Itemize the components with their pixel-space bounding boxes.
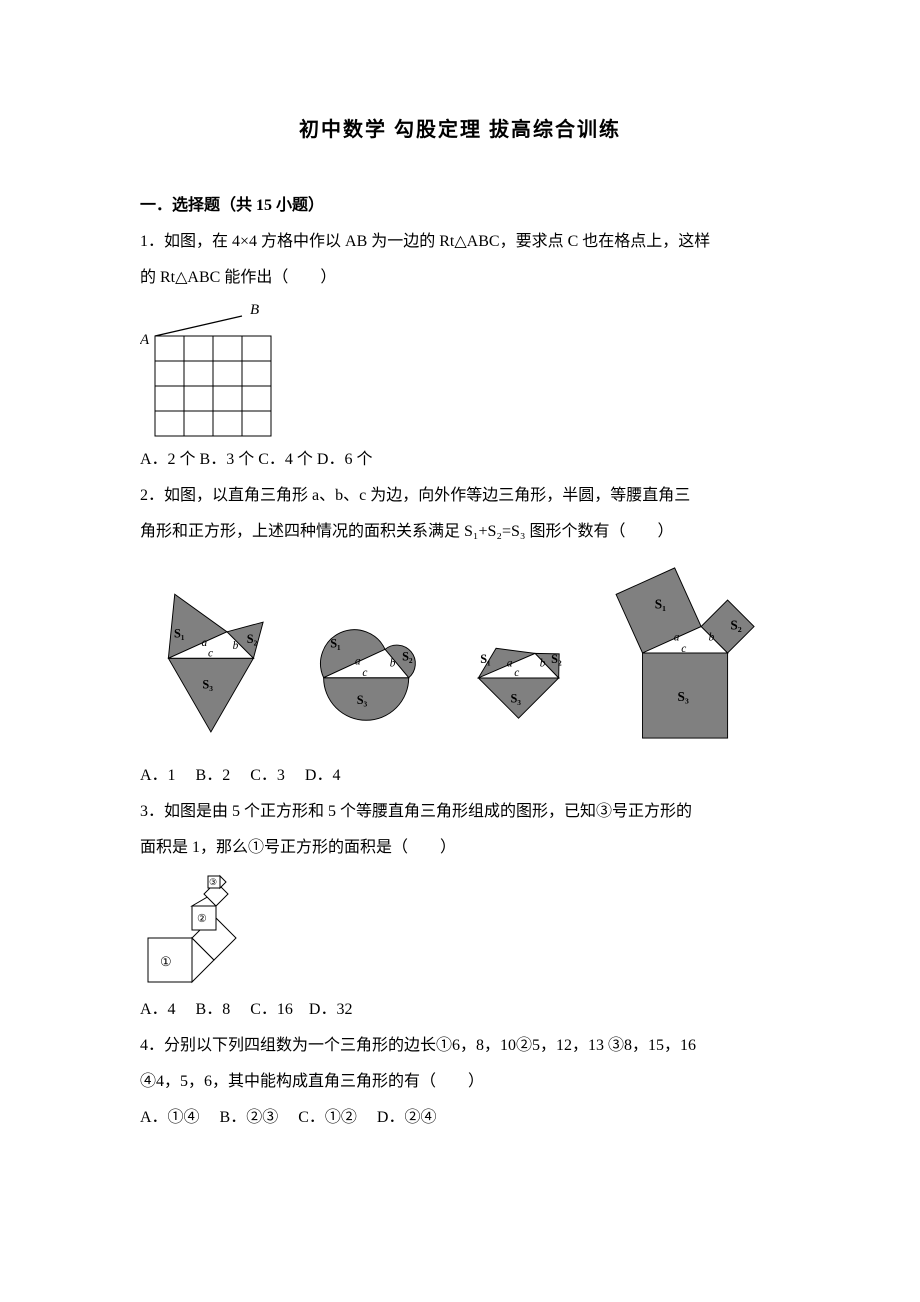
q2-fig1: S₁ S₂ S₃ a b c	[140, 578, 282, 748]
q3-figure: ① ② ③	[140, 870, 780, 990]
svg-text:S₁: S₁	[174, 626, 185, 640]
page-title: 初中数学 勾股定理 拔高综合训练	[140, 110, 780, 150]
svg-text:S₂: S₂	[551, 652, 562, 666]
svg-text:c: c	[682, 643, 687, 655]
svg-text:c: c	[514, 667, 519, 679]
q3-options: A．4 B．8 C．16 D．32	[140, 994, 780, 1026]
svg-text:③: ③	[209, 877, 217, 887]
q1-line2: 的 Rt△ABC 能作出（ ）	[140, 262, 780, 294]
svg-text:b: b	[709, 632, 715, 644]
svg-text:b: b	[233, 640, 239, 652]
svg-text:b: b	[540, 658, 546, 670]
q2-line2: 角形和正方形，上述四种情况的面积关系满足 S₁+S₂=S₃ 图形个数有（ ）	[140, 516, 780, 548]
svg-text:c: c	[362, 667, 367, 679]
svg-text:S₂: S₂	[402, 650, 413, 664]
section-header: 一．选择题（共 15 小题）	[140, 190, 780, 222]
q1-figure: B A	[140, 300, 780, 440]
q4-options: A．①④ B．②③ C．①② D．②④	[140, 1102, 780, 1134]
q1-options: A．2 个 B．3 个 C．4 个 D．6 个	[140, 444, 780, 476]
svg-text:a: a	[507, 658, 513, 670]
svg-text:b: b	[390, 657, 396, 669]
svg-text:a: a	[355, 655, 361, 667]
svg-text:S₁: S₁	[655, 597, 666, 612]
svg-text:a: a	[674, 632, 680, 644]
svg-text:S₃: S₃	[202, 678, 213, 692]
q2-fig3: S₁ S₂ S₃ a b c	[450, 608, 582, 748]
svg-text:S₁: S₁	[330, 636, 341, 650]
q1-label-b: B	[250, 302, 259, 318]
q2-fig2: S₁ S₂ S₃ a b c	[300, 598, 432, 748]
q4-line1: 4．分别以下列四组数为一个三角形的边长①6，8，10②5，12，13 ③8，15…	[140, 1030, 780, 1062]
q3-line2: 面积是 1，那么①号正方形的面积是（ ）	[140, 832, 780, 864]
q4-line2: ④4，5，6，其中能构成直角三角形的有（ ）	[140, 1066, 780, 1098]
svg-text:S₃: S₃	[511, 692, 522, 706]
q1-line1: 1．如图，在 4×4 方格中作以 AB 为一边的 Rt△ABC，要求点 C 也在…	[140, 226, 780, 258]
q1-label-a: A	[140, 332, 150, 348]
q2-figures: S₁ S₂ S₃ a b c S₁ S₂ S₃ a b c	[140, 558, 780, 748]
svg-text:S₂: S₂	[247, 632, 258, 646]
svg-text:c: c	[208, 647, 213, 659]
q2-options: A．1 B．2 C．3 D．4	[140, 760, 780, 792]
svg-text:S₂: S₂	[731, 617, 742, 632]
q2-line1: 2．如图，以直角三角形 a、b、c 为边，向外作等边三角形，半圆，等腰直角三	[140, 480, 780, 512]
svg-text:a: a	[201, 637, 207, 649]
q3-line1: 3．如图是由 5 个正方形和 5 个等腰直角三角形组成的图形，已知③号正方形的	[140, 796, 780, 828]
svg-text:②: ②	[197, 913, 207, 925]
svg-text:①: ①	[160, 954, 172, 969]
svg-text:S₃: S₃	[356, 693, 367, 707]
q2-fig4: S₁ S₂ S₃ a b c	[600, 558, 780, 748]
svg-text:S₃: S₃	[678, 689, 689, 704]
svg-text:S₁: S₁	[480, 652, 491, 666]
